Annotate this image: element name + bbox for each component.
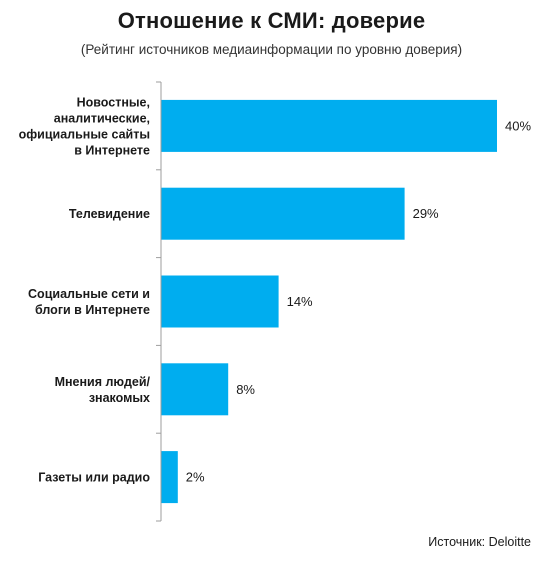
value-label-4: 2% (186, 470, 205, 485)
category-label-4: Газеты или радио (38, 471, 150, 485)
category-label-1: Телевидение (69, 207, 150, 221)
value-label-0: 40% (505, 118, 531, 133)
bar-2 (161, 275, 279, 328)
chart-title: Отношение к СМИ: доверие (117, 8, 426, 33)
category-axis (156, 81, 162, 522)
bars-group (161, 99, 497, 504)
bar-3 (161, 363, 229, 416)
source-note: Источник: Deloitte (428, 535, 531, 549)
category-labels: Новостные, аналитические, официальные сайт… (19, 95, 151, 484)
bar-1 (161, 187, 405, 240)
value-label-1: 29% (413, 206, 439, 221)
chart-subtitle: (Рейтинг источников медиаинформации по у… (80, 42, 463, 57)
category-label-3: Мнения людей/знакомых (55, 375, 151, 405)
category-label-2: Социальные сети и блоги в Интернете (28, 287, 150, 317)
bar-0 (161, 99, 497, 152)
value-label-2: 14% (287, 294, 313, 309)
bar-4 (161, 451, 178, 504)
value-label-3: 8% (236, 382, 255, 397)
value-labels: 40% 29% 14% 8% 2% (186, 118, 532, 484)
category-label-0: Новостные, аналитические, официальные сайт… (19, 95, 150, 157)
